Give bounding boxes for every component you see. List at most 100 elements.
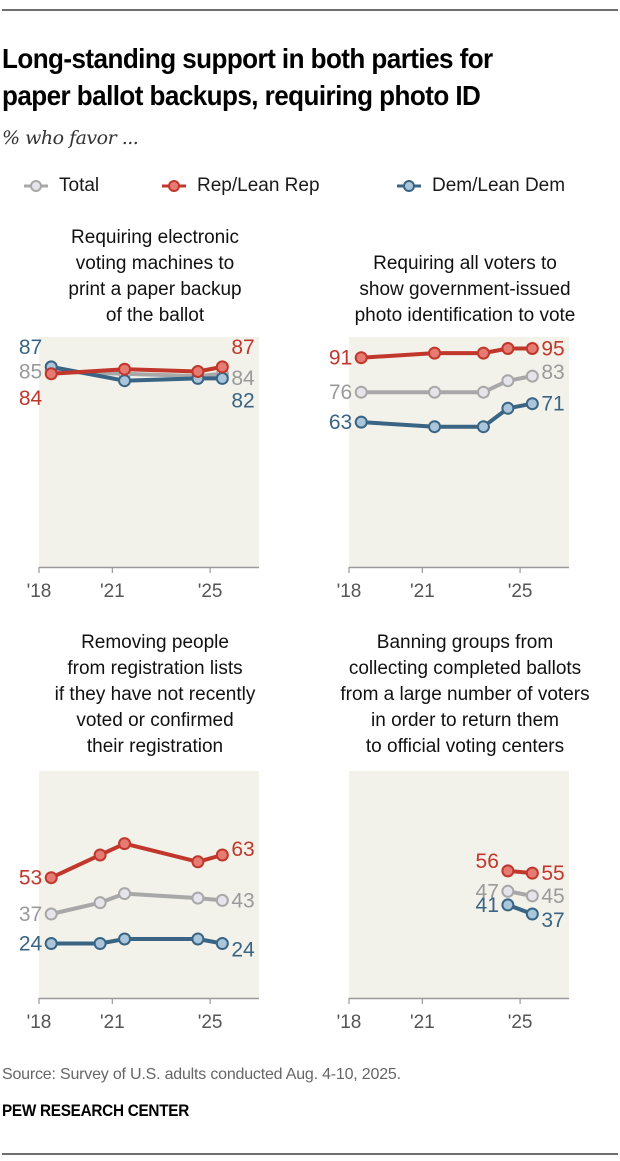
data-label-start-rep: 56 [476,850,499,873]
data-label-start-total: 76 [329,381,352,404]
legend: Total Rep/Lean Rep Dem/Lean Dem [20,175,620,201]
data-point-dem [354,415,368,429]
panel-title-line: Requiring electronic [71,227,239,248]
data-label-end-dem: 37 [541,909,564,932]
panel-title-3: Removing people from registration lists if… [5,630,305,760]
data-label-end-rep: 87 [231,336,254,359]
x-tick-label: '25 [198,1012,223,1033]
data-point-rep [93,848,107,862]
legend-item-rep: Rep/Lean Rep [161,175,320,197]
panel-title-line: their registration [86,736,224,757]
data-point-dem [501,401,515,415]
panel-2: '18 '21 '25 76 83 63 71 91 95 [329,337,569,602]
x-tick-label: '21 [100,1012,125,1033]
top-rule [2,9,618,11]
data-label-end-dem: 24 [231,939,255,962]
series-line-dem [49,364,225,383]
data-point-total [93,896,107,910]
data-label-end-dem: 82 [231,389,254,412]
chart-title: Long-standing support in both parties fo… [2,40,575,114]
data-label-end-rep: 95 [541,338,564,361]
data-label-start-rep: 91 [329,347,352,370]
x-tick-label: '18 [27,1012,52,1033]
x-tick-label: '18 [27,581,52,602]
data-point-total [501,884,515,898]
data-point-dem [118,374,132,388]
legend-label-total: Total [59,175,100,196]
data-point-total [215,893,229,907]
data-label-start-total: 47 [476,880,499,903]
data-point-total [354,385,368,399]
source-note: Source: Survey of U.S. adults conducted … [2,1066,401,1083]
chart-title-line-1: Long-standing support in both parties fo… [2,43,493,74]
data-label-end-rep: 55 [541,862,564,885]
data-label-end-total: 43 [231,889,254,912]
data-point-rep [476,346,490,360]
data-point-rep [191,855,205,869]
data-label-start-dem: 24 [19,933,43,956]
x-tick-label: '25 [508,581,533,602]
data-label-end-total: 83 [541,361,564,384]
data-point-rep [44,871,58,885]
panel-title-line: Banning groups from [376,632,554,653]
legend-marker-dem-icon [397,180,421,192]
panel-title-2: Requiring all voters to show government-i… [315,251,615,329]
x-tick-label: '18 [337,1012,362,1033]
brand-logo-text: PEW RESEARCH CENTER [2,1101,189,1120]
data-point-total [525,889,539,903]
x-tick-label: '25 [508,1012,533,1033]
data-point-total [428,385,442,399]
panel-title-line: from a large number of voters [340,684,590,705]
data-label-end-total: 45 [541,885,564,908]
data-point-dem [93,937,107,951]
data-label-start-dem: 87 [19,336,42,359]
data-point-dem [428,420,442,434]
data-point-rep [44,367,58,381]
series-line-rep [49,364,225,376]
data-label-end-rep: 63 [231,838,254,861]
data-point-total [476,385,490,399]
data-point-rep [118,362,132,376]
data-label-start-total: 85 [19,361,42,384]
chart-title-line-2: paper ballot backups, requiring photo ID [2,80,481,111]
legend-label-dem: Dem/Lean Dem [432,175,566,196]
legend-item-total: Total [23,175,99,197]
data-point-total [44,907,58,921]
data-label-start-dem: 41 [476,894,499,917]
data-label-start-dem: 63 [329,411,352,434]
data-point-dem [501,898,515,912]
panel-title-line: Requiring all voters to [373,253,557,274]
chart-subtitle: % who favor ... [2,127,139,149]
data-point-rep [501,342,515,355]
data-point-dem [215,371,229,385]
data-point-dem [44,937,58,951]
data-point-rep [428,346,442,360]
legend-item-dem: Dem/Lean Dem [396,175,565,197]
x-tick-label: '25 [198,581,223,602]
legend-label-rep: Rep/Lean Rep [197,175,320,196]
panel-4: '18 '21 '25 47 45 41 37 56 55 [337,771,569,1033]
panel-3: '18 '21 '25 37 43 24 24 53 63 [19,771,259,1033]
data-point-total [501,374,515,388]
x-tick-label: '21 [100,581,125,602]
plot-background [349,771,569,998]
panel-title-line: collecting completed ballots [348,658,582,679]
panel-title-line: print a paper backup [68,279,242,300]
panel-title-line: voting machines to [75,253,235,274]
plot-background [39,771,259,998]
panel-title-line: photo identification to vote [354,305,576,326]
bottom-rule [2,1153,618,1155]
data-point-rep [191,365,205,378]
data-point-rep [118,837,132,851]
data-point-rep [525,866,539,880]
data-point-dem [191,932,205,946]
panel-title-line: if they have not recently [54,684,256,705]
data-point-rep [215,360,229,374]
legend-marker-rep-icon [162,180,186,192]
data-point-rep [501,864,515,878]
legend-marker-total-icon [24,180,48,192]
x-tick-label: '18 [337,581,362,602]
data-point-dem [525,907,539,921]
data-point-dem [215,937,229,951]
